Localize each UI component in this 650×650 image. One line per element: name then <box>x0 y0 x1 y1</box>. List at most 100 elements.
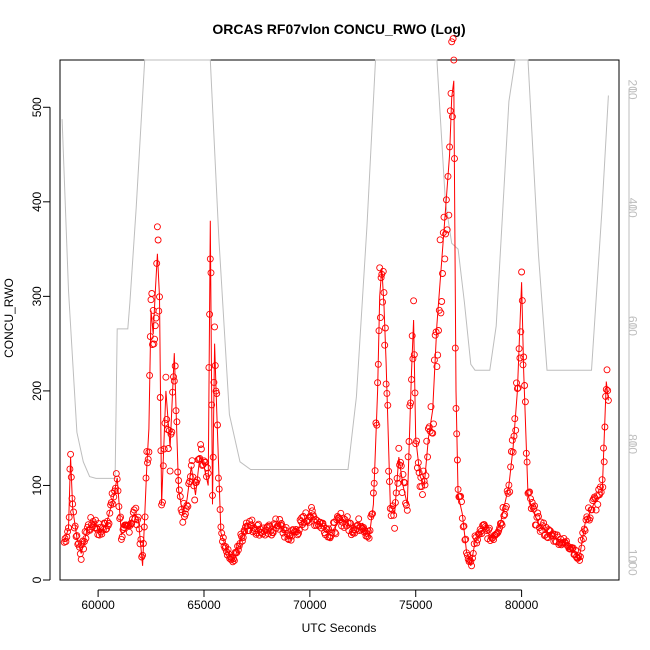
data-point <box>183 501 191 509</box>
data-point <box>506 488 514 496</box>
data-point <box>419 491 426 499</box>
data-point <box>427 403 435 411</box>
data-point <box>218 529 226 537</box>
y-axis: 0 100 200 300 400 500 <box>30 97 51 583</box>
data-point <box>386 478 393 486</box>
data-point <box>295 529 302 537</box>
data-point <box>108 489 116 497</box>
data-point <box>379 298 387 306</box>
data-point <box>374 360 382 368</box>
data-point <box>241 528 249 535</box>
data-point <box>462 535 470 543</box>
data-point <box>459 523 467 531</box>
data-point <box>148 290 156 297</box>
data-point <box>580 535 587 543</box>
data-point <box>439 270 446 277</box>
data-point <box>151 322 159 330</box>
data-point <box>139 551 147 559</box>
data-point <box>69 500 77 508</box>
data-point <box>520 353 528 361</box>
data-point <box>355 515 363 523</box>
data-point <box>352 522 360 530</box>
data-point <box>142 474 150 482</box>
x-tick-label: 75000 <box>399 598 433 612</box>
data-point <box>404 453 412 461</box>
data-point <box>469 554 476 562</box>
data-point <box>410 297 418 305</box>
data-point <box>162 373 170 381</box>
data-point <box>168 428 176 436</box>
chart-title: ORCAS RF07vlon CONCU_RWO (Log) <box>212 21 465 37</box>
secondary-series-line <box>61 59 609 479</box>
data-point <box>200 457 208 465</box>
data-point <box>136 540 144 548</box>
data-point <box>156 394 164 401</box>
data-point <box>422 472 430 480</box>
data-point <box>451 155 458 163</box>
data-point <box>524 489 532 497</box>
data-point <box>507 463 515 471</box>
data-point <box>414 459 422 467</box>
data-point <box>397 458 404 466</box>
data-point <box>393 474 401 482</box>
data-point <box>159 498 166 506</box>
data-point <box>111 487 119 495</box>
data-point <box>454 485 462 493</box>
x-axis-label: UTC Seconds <box>302 621 377 635</box>
y2-axis: 200 400 600 800 1000 <box>625 80 639 576</box>
data-point <box>376 264 384 272</box>
data-point <box>453 456 461 464</box>
data-point <box>413 437 421 445</box>
data-point <box>150 340 158 348</box>
data-point <box>370 479 378 487</box>
data-point <box>447 89 455 97</box>
data-point <box>381 341 389 349</box>
data-point <box>115 503 123 511</box>
data-point <box>170 373 177 381</box>
y2-tick-label: 400 <box>625 198 639 218</box>
data-point <box>580 525 588 533</box>
data-point <box>295 526 303 534</box>
data-point <box>261 531 269 539</box>
data-point <box>254 521 262 529</box>
data-point <box>209 491 216 499</box>
data-point <box>197 445 205 453</box>
data-point <box>230 557 238 565</box>
data-point <box>495 527 503 535</box>
data-point <box>395 444 403 452</box>
data-point <box>272 515 280 523</box>
data-point <box>600 458 608 466</box>
data-point <box>440 213 448 221</box>
data-point <box>204 469 212 477</box>
data-point <box>206 310 214 318</box>
data-point <box>211 323 219 331</box>
data-point <box>179 518 187 526</box>
data-point <box>604 396 612 404</box>
data-point <box>71 522 79 530</box>
data-point <box>531 502 539 510</box>
data-point <box>457 492 465 500</box>
data-point <box>443 226 451 234</box>
data-point <box>308 503 315 511</box>
y-tick-label: 100 <box>30 475 44 495</box>
data-point <box>445 211 453 219</box>
plot-frame <box>59 59 620 581</box>
data-point <box>145 448 153 456</box>
data-point <box>116 515 124 523</box>
data-point <box>504 489 512 497</box>
data-point <box>302 509 310 517</box>
data-point <box>169 388 177 396</box>
data-point <box>308 507 316 515</box>
data-point <box>80 545 88 553</box>
data-point <box>294 531 302 539</box>
data-point <box>535 512 542 520</box>
data-point <box>141 513 149 521</box>
data-point <box>224 546 232 554</box>
data-point <box>61 535 69 543</box>
data-point <box>442 196 450 204</box>
data-point <box>408 376 415 384</box>
data-point <box>522 449 530 457</box>
data-point <box>533 513 541 521</box>
data-point <box>255 520 262 528</box>
data-point <box>516 354 524 362</box>
